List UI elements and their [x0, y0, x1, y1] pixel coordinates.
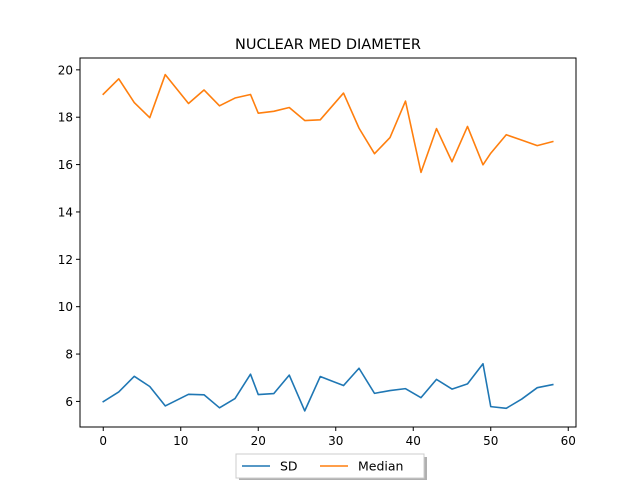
y-tick-label: 6 — [65, 395, 73, 409]
x-tick-label: 0 — [99, 434, 107, 448]
y-tick-label: 10 — [58, 300, 73, 314]
legend: SD Median — [235, 453, 427, 480]
y-tick-label: 14 — [58, 205, 73, 219]
chart-title: NUCLEAR MED DIAMETER — [235, 37, 421, 53]
x-tick-label: 30 — [328, 434, 343, 448]
x-tick-label: 40 — [406, 434, 421, 448]
y-tick-label: 8 — [65, 348, 73, 362]
x-axis: 0 10 20 30 40 50 60 — [99, 427, 576, 448]
series-line-median — [102, 73, 554, 174]
y-tick-label: 12 — [58, 253, 73, 267]
legend-label-sd: SD — [280, 459, 298, 474]
x-tick-label: 50 — [483, 434, 498, 448]
y-tick-label: 20 — [58, 63, 73, 77]
legend-label-median: Median — [358, 459, 403, 474]
plot-area — [102, 73, 554, 412]
axes-frame — [79, 57, 577, 428]
y-axis: 6 8 10 12 14 16 18 20 — [58, 63, 80, 409]
x-tick-label: 20 — [251, 434, 266, 448]
x-tick-label: 10 — [173, 434, 188, 448]
y-tick-label: 18 — [58, 111, 73, 125]
y-tick-label: 16 — [58, 158, 73, 172]
series-line-sd — [102, 362, 554, 412]
x-tick-label: 60 — [561, 434, 576, 448]
legend-box — [235, 453, 425, 479]
